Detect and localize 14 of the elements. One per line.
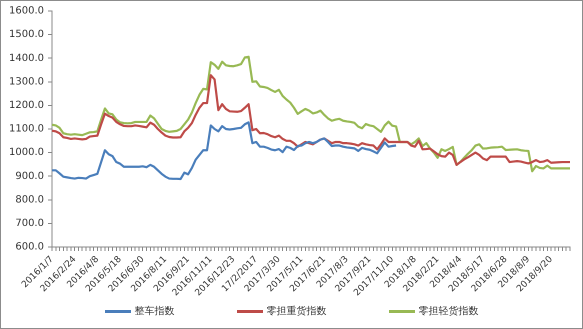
legend-label: 整车指数 (134, 304, 174, 318)
legend-label: 零担轻货指数 (418, 304, 478, 318)
y-tick-label: 1500.0 (8, 29, 44, 40)
legend-label: 零担重货指数 (266, 304, 326, 318)
y-tick-label: 700.0 (15, 218, 44, 229)
y-tick-label: 600.0 (15, 242, 44, 253)
y-tick-label: 800.0 (15, 194, 44, 206)
y-tick-label: 1000.0 (8, 147, 44, 158)
y-tick-label: 1200.0 (8, 100, 44, 111)
y-tick-label: 1400.0 (8, 52, 44, 64)
y-tick-label: 1100.0 (8, 124, 44, 135)
y-tick-label: 1300.0 (8, 76, 44, 88)
y-tick-label: 1600.0 (8, 6, 44, 17)
y-tick-label: 900.0 (15, 170, 44, 182)
